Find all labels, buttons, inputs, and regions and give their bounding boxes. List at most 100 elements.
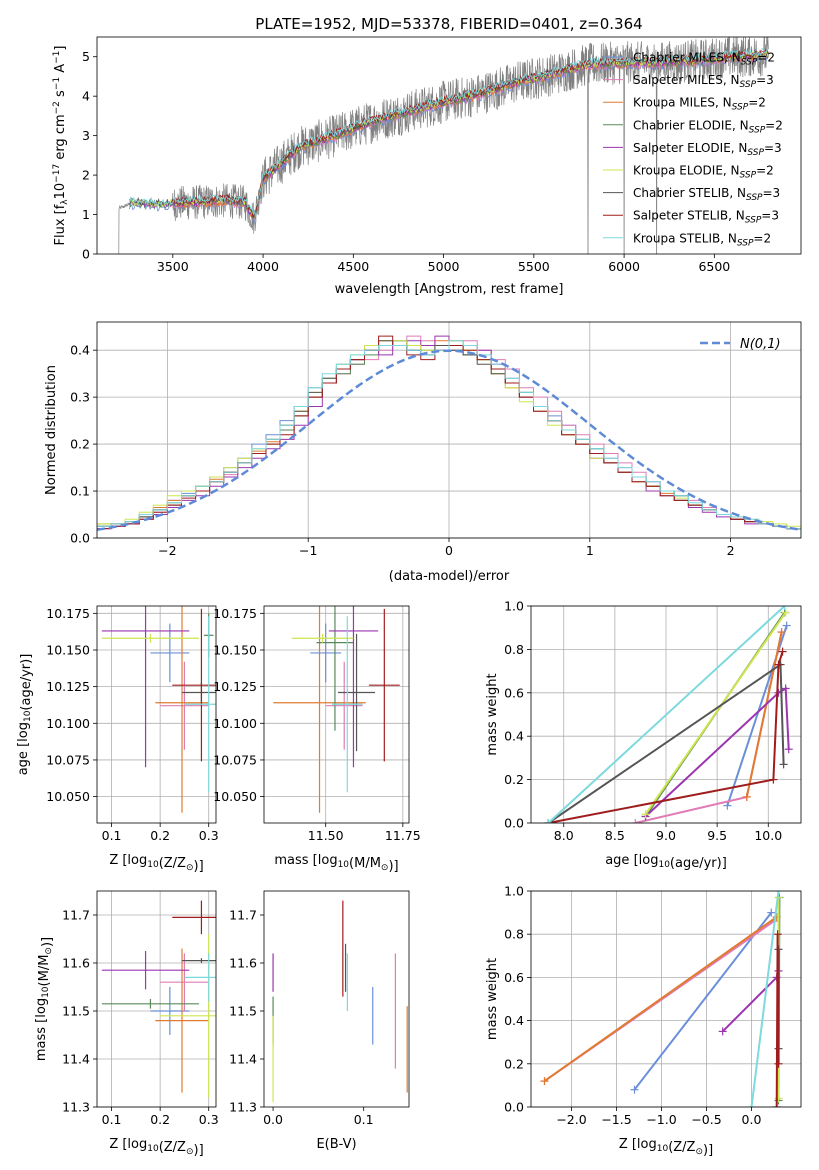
x-tick-label: 11.50 bbox=[308, 828, 344, 843]
y-tick-label: 11.6 bbox=[62, 956, 90, 971]
weight-vs-age-plot bbox=[544, 606, 793, 823]
x-tick-label: −1.5 bbox=[601, 1112, 631, 1127]
y-tick-label: 10.125 bbox=[213, 679, 257, 694]
x-axis-label: Z [log10(Z/Z⊙)] bbox=[619, 1137, 713, 1158]
x-tick-label: 10.0 bbox=[754, 828, 782, 843]
y-axis-label: mass [log10(M/M⊙)] bbox=[34, 937, 55, 1061]
y-axis-label: Normed distribution bbox=[44, 365, 59, 495]
age-vs-Z-frame bbox=[96, 605, 217, 824]
y-tick-label: 10.100 bbox=[213, 716, 257, 731]
y-tick-label: 0.0 bbox=[504, 1100, 524, 1115]
weight-vs-Z-frame bbox=[530, 890, 802, 1108]
spectrum-axes: 3500 4000 4500 5000 5500 6000 6500 0 1 2 3 4 5 bbox=[82, 49, 730, 274]
weight-line bbox=[644, 611, 787, 815]
y-tick-label: 0.0 bbox=[70, 531, 90, 546]
x-tick-label: 8.0 bbox=[554, 828, 574, 843]
y-tick-label: 10.125 bbox=[46, 679, 90, 694]
x-tick-label: 5000 bbox=[428, 259, 460, 274]
residuals-frame bbox=[96, 321, 802, 539]
mass-vs-EBV-plot bbox=[272, 900, 408, 1103]
y-tick-label: 0.4 bbox=[504, 729, 524, 744]
gaussian-curve bbox=[97, 349, 801, 532]
y-tick-label: 1.0 bbox=[504, 599, 524, 614]
y-tick-label: 0.1 bbox=[70, 484, 90, 499]
spectrum-plot bbox=[118, 37, 769, 254]
y-tick-label: 2 bbox=[82, 168, 90, 183]
age-vs-mass-frame bbox=[263, 605, 410, 824]
x-tick-label: 3500 bbox=[157, 259, 189, 274]
x-axis-label: wavelength [Angstrom, rest frame] bbox=[335, 282, 564, 297]
legend-label: Kroupa STELIB, NSSP=2 bbox=[633, 231, 771, 248]
x-tick-label: −2.0 bbox=[556, 1112, 586, 1127]
mass-vs-Z-axes: 0.1 0.2 0.3 11.3 11.4 11.5 11.6 11.7 bbox=[62, 891, 219, 1127]
x-tick-label: 0.3 bbox=[199, 1112, 219, 1127]
x-tick-label: −1 bbox=[299, 543, 317, 558]
age-vs-mass-axes: 11.50 11.75 10.050 10.075 10.100 10.125 10.150… bbox=[213, 606, 420, 843]
x-tick-label: 0.3 bbox=[199, 828, 219, 843]
age-vs-Z-plot bbox=[101, 606, 216, 813]
x-tick-label: 11.75 bbox=[385, 828, 421, 843]
histogram-series bbox=[97, 340, 801, 538]
y-tick-label: 10.075 bbox=[46, 752, 90, 767]
x-tick-label: −0.5 bbox=[691, 1112, 721, 1127]
mass-vs-Z-frame bbox=[96, 890, 217, 1108]
weight-line bbox=[745, 631, 783, 798]
weight-line bbox=[635, 631, 783, 823]
y-tick-label: 10.050 bbox=[46, 789, 90, 804]
x-tick-label: 4000 bbox=[247, 259, 279, 274]
y-tick-label: 10.075 bbox=[213, 752, 257, 767]
x-axis-label: mass [log10(M/M⊙)] bbox=[274, 853, 398, 874]
legend-label: Chabrier ELODIE, NSSP=2 bbox=[633, 118, 783, 135]
legend-label: Chabrier MILES, NSSP=2 bbox=[633, 51, 775, 68]
y-tick-label: 11.3 bbox=[229, 1100, 257, 1115]
x-tick-label: 0.0 bbox=[742, 1112, 762, 1127]
spectrum-model-line bbox=[129, 47, 769, 216]
y-tick-label: 10.175 bbox=[213, 606, 257, 621]
weight-line bbox=[547, 606, 786, 823]
weight-vs-Z-plot bbox=[540, 891, 784, 1107]
x-tick-label: 0.2 bbox=[150, 828, 170, 843]
y-tick-label: 0 bbox=[82, 247, 90, 262]
y-tick-label: 0.0 bbox=[504, 816, 524, 831]
histogram-plot bbox=[97, 335, 801, 538]
y-tick-label: 5 bbox=[82, 49, 90, 64]
x-tick-label: 6000 bbox=[608, 259, 640, 274]
x-tick-label: 0.1 bbox=[354, 1112, 374, 1127]
y-tick-label: 0.3 bbox=[70, 390, 90, 405]
y-tick-label: 11.6 bbox=[229, 956, 257, 971]
weight-line bbox=[633, 911, 773, 1091]
y-tick-label: 11.5 bbox=[62, 1004, 90, 1019]
x-axis-label: Z [log10(Z/Z⊙)] bbox=[109, 1137, 203, 1158]
y-axis-label: Flux [fλ10−17 erg cm−2 s−1 A−1] bbox=[52, 46, 70, 246]
x-tick-label: 6500 bbox=[698, 259, 730, 274]
y-tick-label: 11.7 bbox=[229, 908, 257, 923]
y-tick-label: 11.7 bbox=[62, 908, 90, 923]
legend-label: Chabrier STELIB, NSSP=3 bbox=[633, 186, 780, 203]
x-axis-label: E(B-V) bbox=[316, 1137, 356, 1152]
weight-line bbox=[548, 651, 784, 823]
y-tick-label: 0.2 bbox=[504, 1056, 524, 1071]
spectrum-frame bbox=[96, 36, 802, 255]
y-tick-label: 4 bbox=[82, 89, 90, 104]
spectrum-legend: Chabrier MILES, NSSP=2 Salpeter MILES, NS… bbox=[603, 51, 783, 248]
y-tick-label: 1.0 bbox=[504, 884, 524, 899]
y-tick-label: 0.4 bbox=[70, 343, 90, 358]
x-tick-label: 0.1 bbox=[102, 1112, 122, 1127]
x-tick-label: −2 bbox=[158, 543, 176, 558]
x-tick-label: 8.5 bbox=[605, 828, 625, 843]
y-tick-label: 10.175 bbox=[46, 606, 90, 621]
mass-vs-Z-plot bbox=[101, 900, 216, 1098]
weight-line bbox=[543, 916, 778, 1082]
x-tick-label: 9.0 bbox=[656, 828, 676, 843]
histogram-legend: N(0,1) bbox=[700, 337, 781, 352]
x-tick-label: 2 bbox=[727, 543, 735, 558]
x-axis-label: age [log10(age/yr)] bbox=[605, 853, 727, 871]
x-tick-label: 5500 bbox=[518, 259, 550, 274]
legend-label: Kroupa ELODIE, NSSP=2 bbox=[633, 164, 774, 181]
y-axis-label: mass weight bbox=[485, 958, 500, 1040]
x-tick-label: 1 bbox=[586, 543, 594, 558]
age-vs-mass-plot bbox=[273, 606, 400, 813]
mass-vs-EBV-axes: 0.0 0.1 11.3 11.4 11.5 11.6 11.7 bbox=[229, 908, 373, 1128]
y-tick-label: 0.2 bbox=[70, 437, 90, 452]
legend-label: N(0,1) bbox=[740, 337, 781, 352]
